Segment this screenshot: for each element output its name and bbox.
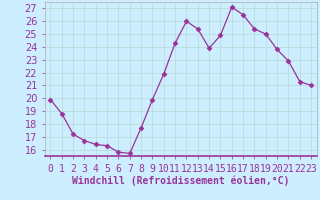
X-axis label: Windchill (Refroidissement éolien,°C): Windchill (Refroidissement éolien,°C) (72, 175, 290, 186)
